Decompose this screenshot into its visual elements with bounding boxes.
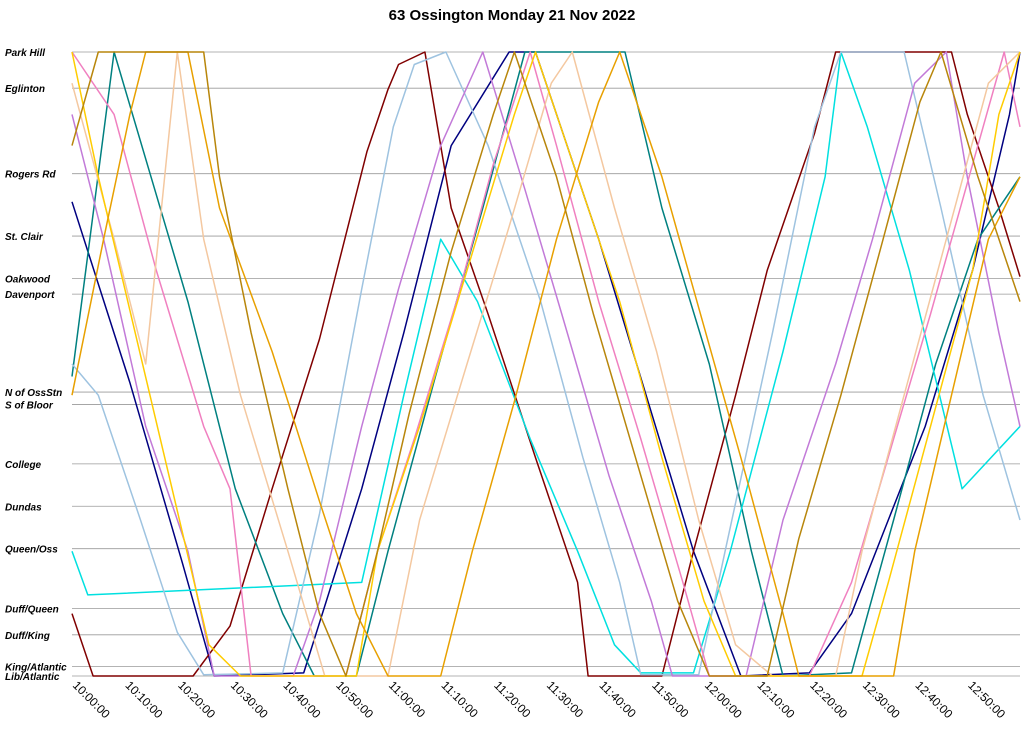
- stop-label: N of OssStn: [5, 388, 62, 399]
- stop-label: S of Bloor: [5, 401, 54, 412]
- x-tick-label: 10:50:00: [333, 678, 376, 721]
- x-tick-label: 10:20:00: [175, 678, 218, 721]
- trip-line-6: [71, 51, 1021, 677]
- x-tick-label: 10:40:00: [281, 678, 324, 721]
- stop-label: Duff/Queen: [5, 605, 59, 616]
- trip-line-11: [71, 51, 1021, 677]
- x-tick-label: 11:10:00: [439, 678, 482, 721]
- x-tick-label: 10:00:00: [70, 678, 113, 721]
- x-tick-label: 12:50:00: [965, 678, 1008, 721]
- x-tick-label: 12:10:00: [755, 678, 798, 721]
- x-tick-label: 11:40:00: [597, 678, 640, 721]
- x-tick-label: 12:20:00: [807, 678, 850, 721]
- trip-line-10: [71, 51, 1021, 677]
- trip-line-8: [71, 51, 1021, 677]
- x-tick-label: 12:30:00: [860, 678, 903, 721]
- x-tick-label: 11:20:00: [491, 678, 534, 721]
- stop-label: King/Atlantic: [5, 663, 67, 674]
- trip-line-9: [71, 51, 1021, 677]
- x-tick-label: 11:50:00: [649, 678, 692, 721]
- stop-label: Dundas: [5, 502, 42, 513]
- stop-label: Rogers Rd: [5, 170, 56, 181]
- stop-label: Eglinton: [5, 84, 45, 95]
- x-tick-label: 12:40:00: [913, 678, 956, 721]
- x-tick-label: 11:30:00: [544, 678, 587, 721]
- stop-label: Oakwood: [5, 275, 51, 286]
- trip-line-7: [71, 51, 1021, 677]
- x-tick-label: 12:00:00: [702, 678, 745, 721]
- stop-label: Davenport: [5, 290, 55, 301]
- stop-label: Queen/Oss: [5, 545, 58, 556]
- trip-line-2: [71, 51, 1021, 677]
- x-tick-label: 11:00:00: [386, 678, 429, 721]
- stop-label: Lib/Atlantic: [5, 672, 60, 683]
- stop-label: Duff/King: [5, 631, 50, 642]
- stop-label: St. Clair: [5, 232, 44, 243]
- chart-title: 63 Ossington Monday 21 Nov 2022: [389, 7, 636, 24]
- stop-label: Park Hill: [5, 48, 45, 59]
- stop-label: College: [5, 460, 42, 471]
- x-tick-label: 10:10:00: [123, 678, 166, 721]
- x-tick-labels: 10:00:00 10:10:00 10:20:00 10:30:00 10:40:00…: [70, 678, 1008, 721]
- stop-labels: Park Hill Eglinton Rogers Rd St. Clair Oakwo…: [5, 48, 67, 683]
- x-tick-label: 10:30:00: [228, 678, 271, 721]
- series-layer: [71, 51, 1021, 677]
